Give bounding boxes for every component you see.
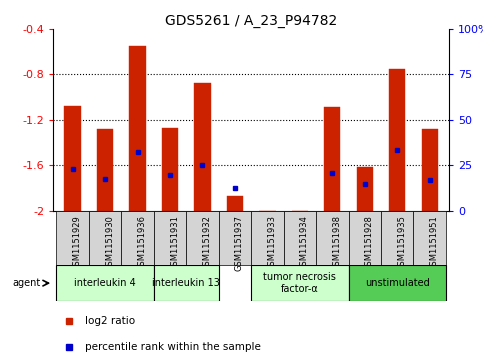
- Text: unstimulated: unstimulated: [365, 278, 429, 288]
- Bar: [65, 106, 81, 211]
- Bar: [89, 211, 121, 265]
- Bar: [251, 265, 349, 301]
- Bar: [162, 128, 178, 211]
- Bar: [356, 167, 373, 211]
- Bar: [349, 211, 381, 265]
- Text: GSM1151929: GSM1151929: [72, 215, 82, 271]
- Bar: [57, 265, 154, 301]
- Bar: [316, 211, 349, 265]
- Text: interleukin 13: interleukin 13: [152, 278, 220, 288]
- Bar: [389, 69, 405, 211]
- Bar: [194, 83, 211, 211]
- Bar: [324, 107, 341, 211]
- Bar: [121, 211, 154, 265]
- Bar: [186, 211, 219, 265]
- Text: GSM1151930: GSM1151930: [105, 215, 114, 271]
- Bar: [251, 211, 284, 265]
- Text: GSM1151938: GSM1151938: [332, 215, 341, 271]
- Text: GSM1151935: GSM1151935: [397, 215, 406, 271]
- Bar: [422, 129, 438, 211]
- Text: GSM1151932: GSM1151932: [202, 215, 212, 271]
- Bar: [284, 211, 316, 265]
- Text: GSM1151933: GSM1151933: [268, 215, 276, 271]
- Text: log2 ratio: log2 ratio: [85, 316, 135, 326]
- Text: GSM1151936: GSM1151936: [138, 215, 146, 271]
- Text: interleukin 4: interleukin 4: [74, 278, 136, 288]
- Text: tumor necrosis
factor-α: tumor necrosis factor-α: [263, 272, 336, 294]
- Text: GSM1151951: GSM1151951: [430, 215, 439, 271]
- Bar: [154, 265, 219, 301]
- Text: GSM1151937: GSM1151937: [235, 215, 244, 271]
- Title: GDS5261 / A_23_P94782: GDS5261 / A_23_P94782: [165, 14, 337, 28]
- Text: GSM1151934: GSM1151934: [300, 215, 309, 271]
- Bar: [227, 196, 243, 211]
- Bar: [349, 265, 446, 301]
- Bar: [129, 46, 146, 211]
- Text: percentile rank within the sample: percentile rank within the sample: [85, 342, 261, 352]
- Bar: [154, 211, 186, 265]
- Text: agent: agent: [12, 278, 40, 288]
- Bar: [97, 129, 113, 211]
- Bar: [381, 211, 413, 265]
- Bar: [57, 211, 89, 265]
- Bar: [413, 211, 446, 265]
- Text: GSM1151928: GSM1151928: [365, 215, 374, 271]
- Text: GSM1151931: GSM1151931: [170, 215, 179, 271]
- Bar: [219, 211, 251, 265]
